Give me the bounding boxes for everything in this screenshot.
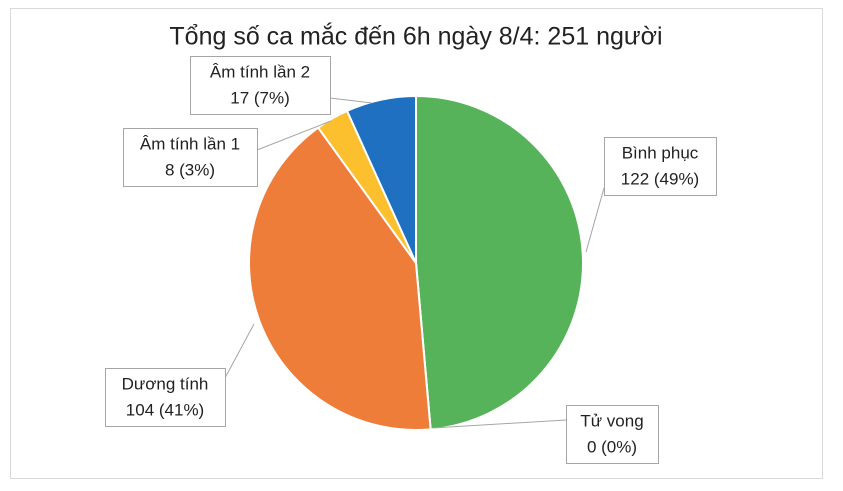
slice-label: Âm tính lần 1: [140, 134, 240, 153]
slice-label: Bình phục: [622, 143, 699, 162]
slice-value-label: 17 (7%): [230, 88, 290, 107]
slice-value-label: 122 (49%): [621, 169, 699, 188]
label-box: [105, 368, 226, 427]
leader-line: [329, 97, 373, 104]
slice-label: Tử vong: [580, 411, 643, 430]
leader-line: [585, 187, 605, 253]
label-box: [123, 128, 258, 187]
chart-title: Tổng số ca mắc đến 6h ngày 8/4: 251 ngườ…: [169, 22, 662, 51]
label-box: [190, 56, 331, 115]
leader-line: [224, 323, 255, 379]
pie-slice: [345, 94, 417, 264]
pie-slice: [248, 126, 432, 431]
slice-label: Âm tính lần 2: [210, 62, 310, 81]
slice-value-label: 0 (0%): [587, 437, 637, 456]
label-box: [604, 137, 717, 196]
label-box: [566, 405, 659, 464]
leader-line: [432, 419, 567, 429]
pie-slice: [415, 94, 584, 431]
leader-line: [256, 120, 332, 151]
slice-label: Dương tính: [122, 374, 209, 393]
slice-value-label: 8 (3%): [165, 160, 215, 179]
slice-value-label: 104 (41%): [126, 400, 204, 419]
